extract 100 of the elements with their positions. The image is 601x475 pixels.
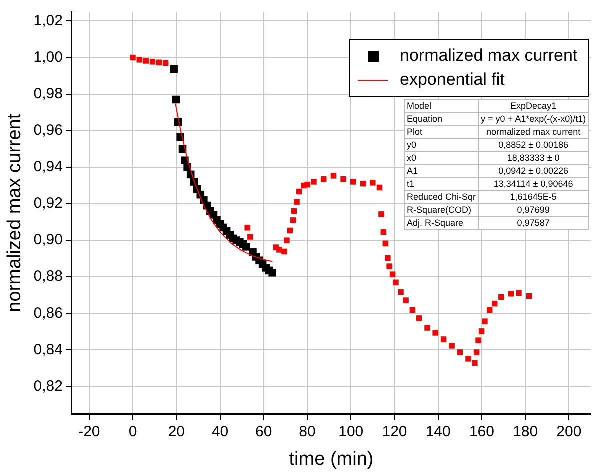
point <box>482 318 488 324</box>
y-tick-label: 0,88 <box>34 268 63 286</box>
legend-label: exponential fit <box>400 70 505 90</box>
point <box>156 60 162 66</box>
point <box>398 289 404 296</box>
point <box>508 291 514 297</box>
point <box>516 290 522 296</box>
annotation: normalized max current <box>478 126 589 138</box>
annotation: 0,0942 ± 0,00226 <box>478 164 589 178</box>
y-tick-label: 0,98 <box>34 85 63 102</box>
x-tick-label: -20 <box>78 423 100 440</box>
x-tick-label: 180 <box>513 423 538 440</box>
point <box>385 255 391 262</box>
annotation: y0 <box>404 138 479 152</box>
point <box>486 307 493 314</box>
point <box>170 66 178 74</box>
point <box>440 336 447 342</box>
point <box>150 59 156 65</box>
annotation: 18,83333 ± 0 <box>478 152 589 164</box>
annotation: 0,97699 <box>478 204 589 216</box>
x-tick-label: 40 <box>212 423 229 440</box>
point <box>472 360 478 366</box>
annotation: t1 <box>404 178 479 190</box>
x-tick-label: 160 <box>469 423 494 440</box>
annotation: 13,34114 ± 0,90646 <box>478 178 589 190</box>
point <box>386 264 392 270</box>
y-tick-label: 0,84 <box>34 341 63 358</box>
point <box>321 176 327 182</box>
annotation: 0,97587 <box>478 216 589 230</box>
point <box>291 208 298 214</box>
x-axis-title: time (min) <box>289 448 374 470</box>
point <box>432 330 438 336</box>
x-tick-label: 60 <box>256 423 272 440</box>
point <box>143 58 149 64</box>
point <box>382 240 388 246</box>
point <box>282 248 288 255</box>
y-axis-title: normalized max current <box>4 113 26 312</box>
point <box>130 54 136 61</box>
annotation: 1,61645E-5 <box>478 190 589 204</box>
annotation: R-Square(COD) <box>404 204 479 216</box>
point <box>393 280 399 286</box>
point <box>424 325 430 331</box>
point <box>304 182 310 188</box>
point <box>290 218 296 224</box>
annotation: Equation <box>404 112 479 126</box>
point <box>492 300 498 307</box>
point <box>403 298 409 304</box>
point <box>376 184 383 191</box>
point <box>474 350 480 356</box>
x-tick-label: 20 <box>168 423 186 440</box>
y-tick-label: 0,90 <box>34 232 63 249</box>
point <box>287 228 294 234</box>
y-tick-label: 1,02 <box>34 12 63 30</box>
annotation: Model <box>404 100 479 112</box>
point <box>410 307 416 314</box>
point <box>416 316 422 322</box>
point <box>294 199 300 205</box>
point <box>526 293 532 300</box>
x-tick-label: 0 <box>128 423 138 440</box>
point <box>449 343 455 349</box>
y-tick-label: 1,00 <box>34 48 63 66</box>
y-tick-label: 0,94 <box>34 158 63 176</box>
point <box>378 212 384 218</box>
x-tick-label: 200 <box>556 423 582 440</box>
x-tick-label: 80 <box>299 423 316 440</box>
y-tick-label: 0,92 <box>34 195 63 212</box>
point <box>350 179 356 185</box>
point <box>311 179 317 185</box>
annotation: Plot <box>404 126 479 138</box>
point <box>457 350 463 356</box>
point <box>172 96 180 104</box>
legend-label: normalized max current <box>400 46 578 66</box>
point <box>244 225 250 231</box>
x-tick-label: 100 <box>338 423 364 440</box>
point <box>268 268 277 277</box>
point <box>136 57 142 63</box>
point <box>370 180 376 186</box>
y-tick-label: 0,96 <box>34 122 63 139</box>
point <box>466 356 472 362</box>
point <box>242 243 250 251</box>
annotation: Adj. R-Square <box>404 216 479 230</box>
point <box>296 188 302 195</box>
annotation: x0 <box>404 152 479 164</box>
annotation: 0,8852 ± 0,00186 <box>478 138 589 152</box>
point <box>390 272 396 278</box>
point <box>478 328 485 334</box>
annotation: y = y0 + A1*exp(-(x-x0)/t1) <box>478 112 589 126</box>
point <box>284 238 290 244</box>
point <box>330 173 337 179</box>
point <box>340 176 346 182</box>
y-tick-label: 0,86 <box>34 304 63 322</box>
y-tick-label: 0,82 <box>34 378 63 395</box>
point <box>498 294 504 300</box>
point <box>380 229 386 236</box>
point <box>162 60 169 66</box>
annotation: A1 <box>404 164 479 178</box>
x-tick-label: 140 <box>426 423 451 440</box>
annotation: ExpDecay1 <box>478 100 589 112</box>
point <box>248 234 254 240</box>
point <box>360 181 366 187</box>
